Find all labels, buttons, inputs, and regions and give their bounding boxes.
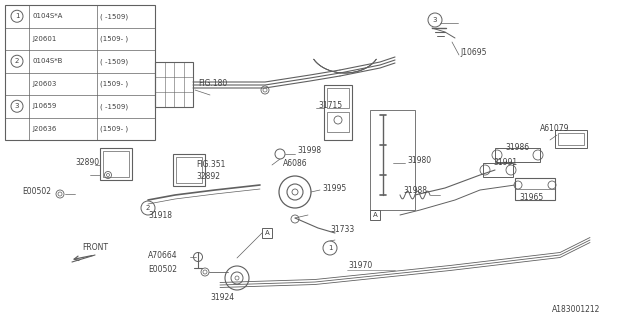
Text: ( -1509): ( -1509): [100, 103, 128, 109]
Text: 31924: 31924: [210, 292, 234, 301]
Text: 31970: 31970: [348, 261, 372, 270]
Text: FIG.351: FIG.351: [196, 159, 225, 169]
Bar: [176, 157, 202, 183]
Text: J20636: J20636: [32, 126, 56, 132]
Text: 3: 3: [433, 17, 437, 23]
Text: E00502: E00502: [148, 266, 177, 275]
Bar: [155, 62, 193, 107]
Text: 3: 3: [15, 103, 19, 109]
Text: 0104S*B: 0104S*B: [32, 58, 62, 64]
Text: E00502: E00502: [22, 187, 51, 196]
Bar: [173, 154, 205, 186]
Text: FRONT: FRONT: [82, 244, 108, 252]
Text: ( -1509): ( -1509): [100, 13, 128, 20]
Text: 31986: 31986: [505, 142, 529, 151]
Bar: [483, 163, 513, 177]
Bar: [5, 5, 155, 140]
Text: 31991: 31991: [493, 157, 517, 166]
Bar: [327, 88, 349, 108]
Bar: [103, 151, 129, 177]
Text: 1: 1: [15, 13, 19, 19]
Text: J20603: J20603: [32, 81, 56, 87]
Text: 31965: 31965: [519, 194, 543, 203]
Bar: [370, 110, 415, 210]
Text: 31733: 31733: [330, 226, 355, 235]
Text: (1509- ): (1509- ): [100, 125, 128, 132]
Bar: [495, 148, 540, 162]
Bar: [555, 130, 587, 148]
Text: A: A: [372, 212, 378, 218]
Text: A: A: [264, 230, 269, 236]
Text: (1509- ): (1509- ): [100, 36, 128, 42]
Text: A183001212: A183001212: [552, 306, 600, 315]
Text: 2: 2: [15, 58, 19, 64]
Bar: [558, 133, 584, 145]
Bar: [327, 112, 349, 132]
Text: 31998: 31998: [297, 146, 321, 155]
Text: 0104S*A: 0104S*A: [32, 13, 62, 19]
Text: A61079: A61079: [540, 124, 570, 132]
Bar: [370, 210, 380, 220]
Text: FIG.180: FIG.180: [198, 78, 227, 87]
Text: 31995: 31995: [322, 183, 346, 193]
Bar: [100, 148, 132, 180]
Text: J10695: J10695: [460, 47, 486, 57]
Text: 32892: 32892: [196, 172, 220, 180]
Bar: [262, 228, 272, 238]
Text: J10659: J10659: [32, 103, 56, 109]
Text: 31918: 31918: [148, 211, 172, 220]
Text: 31980: 31980: [407, 156, 431, 164]
Text: 32890: 32890: [75, 157, 99, 166]
Text: 2: 2: [146, 205, 150, 211]
Text: A6086: A6086: [283, 158, 308, 167]
Text: A70664: A70664: [148, 251, 178, 260]
Text: J20601: J20601: [32, 36, 56, 42]
Text: 31715: 31715: [318, 100, 342, 109]
Text: ( -1509): ( -1509): [100, 58, 128, 65]
Text: 1: 1: [328, 245, 332, 251]
Bar: [324, 85, 352, 140]
Text: (1509- ): (1509- ): [100, 81, 128, 87]
Text: 31988: 31988: [403, 186, 427, 195]
Bar: [515, 178, 555, 200]
